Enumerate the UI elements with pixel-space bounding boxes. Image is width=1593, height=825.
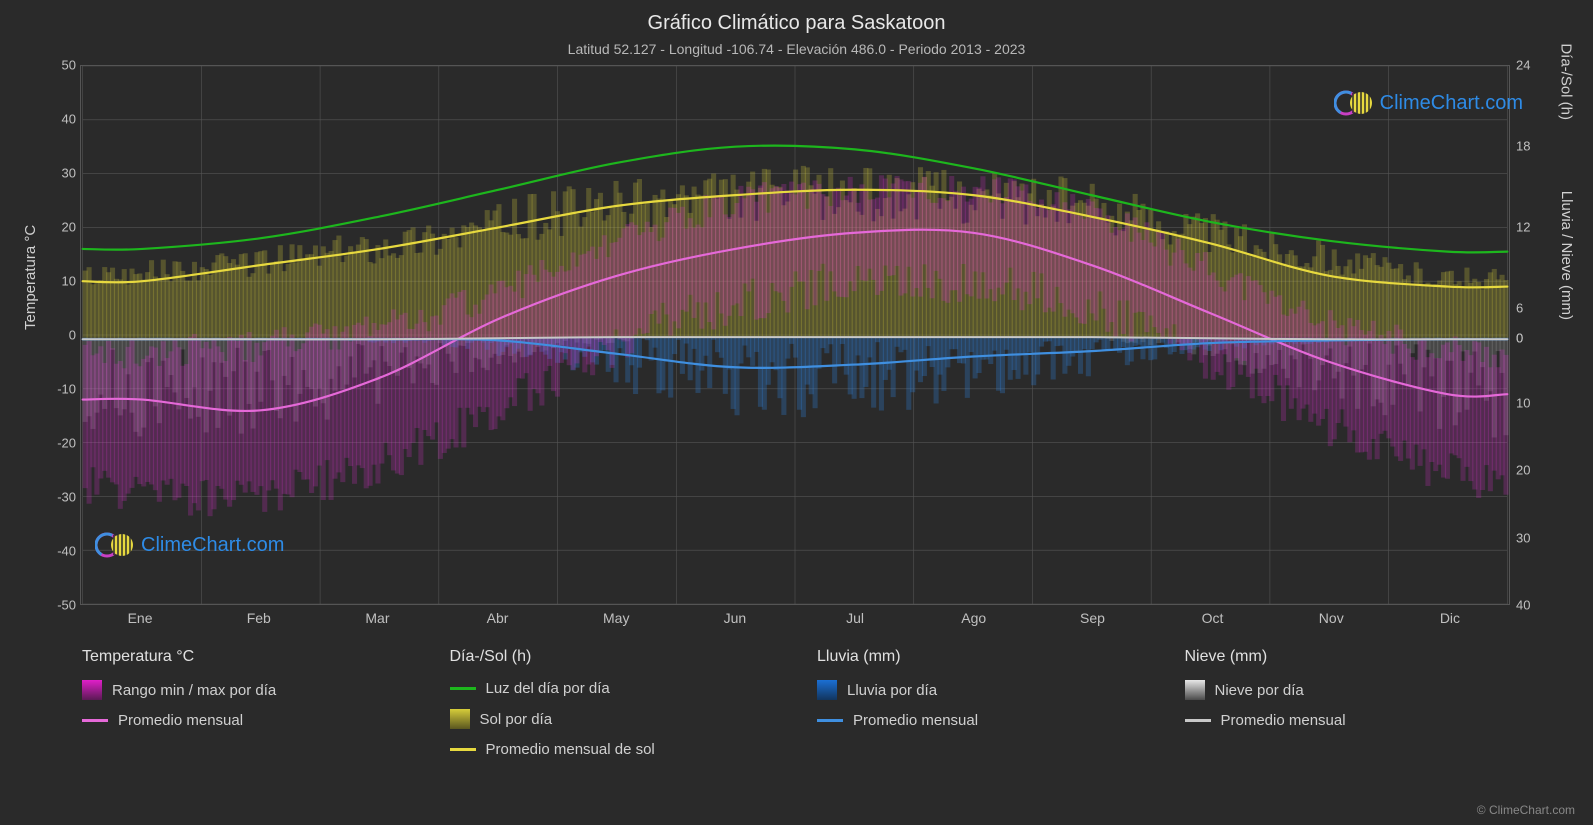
legend-swatch-line <box>450 687 476 690</box>
x-tick-month: May <box>603 610 629 626</box>
legend-swatch-box <box>82 680 102 700</box>
watermark-top: ClimeChart.com <box>1334 88 1523 118</box>
legend-item: Nieve por día <box>1185 680 1513 700</box>
x-tick-month: Abr <box>487 610 509 626</box>
y-right-tick-bottom: 30 <box>1516 530 1552 545</box>
x-tick-month: Mar <box>365 610 389 626</box>
plot-svg <box>80 65 1510 605</box>
y-right-tick-bottom: 0 <box>1516 330 1552 345</box>
legend-item: Promedio mensual <box>817 712 1145 729</box>
legend-item-label: Promedio mensual <box>1221 712 1346 729</box>
y-left-tick: -50 <box>40 598 76 613</box>
legend-swatch-line <box>817 719 843 722</box>
y-right-tick-top: 24 <box>1516 58 1552 73</box>
chart-area <box>80 65 1510 605</box>
legend-item-label: Nieve por día <box>1215 682 1304 699</box>
legend-group: Temperatura °C Rango min / max por día Pro… <box>82 648 410 770</box>
legend-group: Lluvia (mm) Lluvia por día Promedio mensua… <box>817 648 1145 770</box>
y-left-tick: 30 <box>40 166 76 181</box>
y-right-tick-top: 12 <box>1516 220 1552 235</box>
legend-group-title: Temperatura °C <box>82 648 410 666</box>
y-left-tick: -10 <box>40 382 76 397</box>
legend-group: Nieve (mm) Nieve por día Promedio mensual <box>1185 648 1513 770</box>
copyright-text: © ClimeChart.com <box>1477 803 1575 817</box>
legend-swatch-line <box>1185 719 1211 722</box>
y-left-tick: 10 <box>40 274 76 289</box>
legend-item: Luz del día por día <box>450 680 778 697</box>
legend-item: Sol por día <box>450 709 778 729</box>
legend-item-label: Sol por día <box>480 711 553 728</box>
legend-group: Día-/Sol (h) Luz del día por día Sol por d… <box>450 648 778 770</box>
y-left-tick: -30 <box>40 490 76 505</box>
x-tick-month: Oct <box>1202 610 1224 626</box>
legend-item: Promedio mensual de sol <box>450 741 778 758</box>
y-left-axis-label: Temperatura °C <box>22 225 39 330</box>
y-right-tick-top: 18 <box>1516 139 1552 154</box>
legend-item-label: Rango min / max por día <box>112 682 276 699</box>
y-right-tick-bottom: 10 <box>1516 395 1552 410</box>
legend: Temperatura °C Rango min / max por día Pro… <box>82 648 1512 770</box>
legend-item-label: Promedio mensual de sol <box>486 741 655 758</box>
legend-item-label: Promedio mensual <box>118 712 243 729</box>
legend-swatch-box <box>817 680 837 700</box>
y-left-tick: 50 <box>40 58 76 73</box>
legend-item: Promedio mensual <box>1185 712 1513 729</box>
y-left-tick: 0 <box>40 328 76 343</box>
y-right-tick-top: 6 <box>1516 301 1552 316</box>
y-right-axis-label-bottom: Lluvia / Nieve (mm) <box>1558 191 1575 320</box>
watermark-bottom: ClimeChart.com <box>95 530 284 560</box>
x-tick-month: Sep <box>1080 610 1105 626</box>
legend-item-label: Promedio mensual <box>853 712 978 729</box>
legend-item: Promedio mensual <box>82 712 410 729</box>
legend-item: Lluvia por día <box>817 680 1145 700</box>
watermark-text: ClimeChart.com <box>141 534 284 557</box>
y-right-axis-label-top: Día-/Sol (h) <box>1558 43 1575 120</box>
legend-item: Rango min / max por día <box>82 680 410 700</box>
y-left-tick: -20 <box>40 436 76 451</box>
x-tick-month: Dic <box>1440 610 1460 626</box>
legend-item-label: Luz del día por día <box>486 680 610 697</box>
x-tick-month: Feb <box>247 610 271 626</box>
legend-group-title: Día-/Sol (h) <box>450 648 778 666</box>
legend-group-title: Nieve (mm) <box>1185 648 1513 666</box>
x-tick-month: Jun <box>724 610 747 626</box>
y-left-tick: -40 <box>40 544 76 559</box>
x-tick-month: Ene <box>128 610 153 626</box>
legend-swatch-box <box>450 709 470 729</box>
y-right-tick-bottom: 40 <box>1516 598 1552 613</box>
y-left-tick: 20 <box>40 220 76 235</box>
legend-swatch-box <box>1185 680 1205 700</box>
x-tick-month: Nov <box>1319 610 1344 626</box>
chart-subtitle: Latitud 52.127 - Longitud -106.74 - Elev… <box>0 35 1593 57</box>
x-tick-month: Jul <box>846 610 864 626</box>
watermark-text: ClimeChart.com <box>1380 92 1523 115</box>
chart-title: Gráfico Climático para Saskatoon <box>0 0 1593 35</box>
legend-item-label: Lluvia por día <box>847 682 937 699</box>
legend-group-title: Lluvia (mm) <box>817 648 1145 666</box>
legend-swatch-line <box>450 748 476 751</box>
x-tick-month: Ago <box>961 610 986 626</box>
y-right-tick-bottom: 20 <box>1516 463 1552 478</box>
legend-swatch-line <box>82 719 108 722</box>
y-left-tick: 40 <box>40 112 76 127</box>
